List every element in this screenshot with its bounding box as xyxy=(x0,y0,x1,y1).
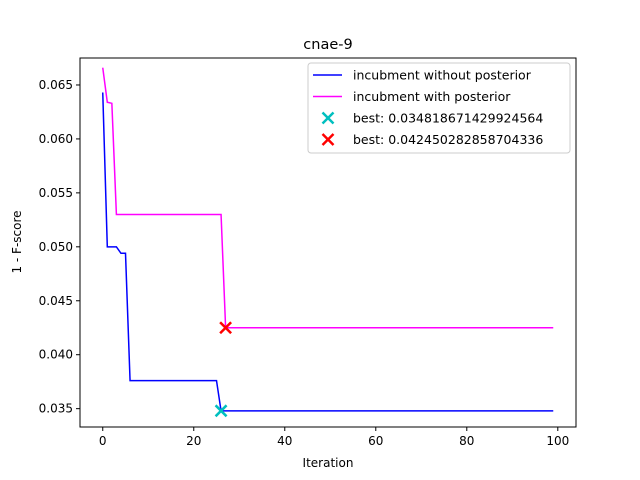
legend: incubment without posterior incubment wit… xyxy=(307,62,571,154)
y-axis-label: 1 - F-score xyxy=(10,210,24,273)
legend-label: best: 0.042450282858704336 xyxy=(353,132,543,147)
legend-label: best: 0.034818671429924564 xyxy=(353,111,543,126)
y-tick-label: 0.060 xyxy=(39,132,73,146)
x-axis-label: Iteration xyxy=(303,456,354,470)
legend-entry-2: incubment with posterior xyxy=(313,89,511,104)
series-line-1 xyxy=(102,92,554,412)
chart-title: cnae-9 xyxy=(303,37,352,53)
legend-x-swatch xyxy=(321,111,335,125)
markers xyxy=(214,321,232,418)
legend-entry-3: best: 0.034818671429924564 xyxy=(321,111,543,126)
y-tick-label: 0.045 xyxy=(39,294,73,308)
y-tick-label: 0.065 xyxy=(39,78,73,92)
legend-entry-1: incubment without posterior xyxy=(313,68,532,83)
y-tick-label: 0.055 xyxy=(39,186,73,200)
legend-x-swatch xyxy=(321,133,335,146)
best-marker-2 xyxy=(219,321,232,335)
x-tick-label: 60 xyxy=(368,434,383,448)
x-tick-label: 20 xyxy=(186,434,201,448)
legend-entry-4: best: 0.042450282858704336 xyxy=(321,132,543,147)
y-tick-label: 0.050 xyxy=(39,240,73,254)
legend-box xyxy=(307,62,571,154)
x-tick-label: 40 xyxy=(277,434,292,448)
y-tick-label: 0.040 xyxy=(39,348,73,362)
y-tick-label: 0.035 xyxy=(39,402,73,416)
plot-frame xyxy=(79,57,577,428)
x-tick-label: 100 xyxy=(546,434,569,448)
x-tick-label: 80 xyxy=(459,434,474,448)
y-axis-ticks: 0.035 0.040 0.045 0.050 0.055 0.060 0.065 xyxy=(39,78,80,416)
legend-label: incubment without posterior xyxy=(353,68,532,83)
x-axis-ticks: 0 20 40 60 80 100 xyxy=(99,427,569,448)
x-tick-label: 0 xyxy=(99,434,107,448)
best-marker-1 xyxy=(214,404,228,418)
legend-label: incubment with posterior xyxy=(353,89,511,104)
